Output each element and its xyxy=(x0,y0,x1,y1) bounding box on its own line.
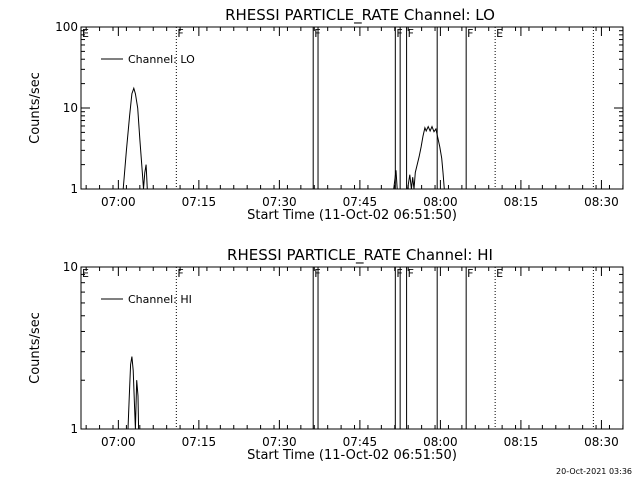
panel-2-legend-label: Channel: HI xyxy=(128,293,192,306)
panel-1-flag-label: F xyxy=(396,27,402,40)
panel-2-flag-label: F xyxy=(314,267,320,280)
panel-2-y-tick-label: 1 xyxy=(70,422,78,436)
panel-2-x-tick-label: 07:30 xyxy=(262,435,297,449)
panel-1-flag-label: E xyxy=(82,27,89,40)
panel-1-x-tick-label: 08:30 xyxy=(584,195,619,209)
panel-1-flag-label: F xyxy=(408,27,414,40)
panel-1-y-axis-label: Counts/sec xyxy=(28,72,43,144)
panel-2-x-tick-label: 08:15 xyxy=(504,435,539,449)
panel-1-y-tick-label: 10 xyxy=(63,101,78,115)
panel-2-flag-label: E xyxy=(82,267,89,280)
panel-2-x-tick-label: 08:30 xyxy=(584,435,619,449)
panel-1-plot-frame xyxy=(80,26,624,190)
panel-2-flag-label: F xyxy=(177,267,183,280)
panel-1-x-axis-label: Start Time (11-Oct-02 06:51:50) xyxy=(247,208,457,223)
panel-2-x-tick-label: 08:00 xyxy=(423,435,458,449)
panel-2-x-axis-label: Start Time (11-Oct-02 06:51:50) xyxy=(247,448,457,463)
panel-2-series-line xyxy=(127,356,140,430)
panel-1-x-tick-label: 07:00 xyxy=(101,195,136,209)
panel-1-flag-label: F xyxy=(177,27,183,40)
footer-timestamp: 20-Oct-2021 03:36 xyxy=(556,467,632,476)
panel-2-x-tick-label: 07:00 xyxy=(101,435,136,449)
panel-2-flag-label: E xyxy=(496,267,503,280)
panel-1-legend-label: Channel: LO xyxy=(128,53,195,66)
panel-2-flag-label: F xyxy=(408,267,414,280)
panel-2-x-tick-label: 07:15 xyxy=(182,435,217,449)
panel-1-flag-label: F xyxy=(314,27,320,40)
panel-2-plot-frame xyxy=(80,266,624,430)
panel-2-y-axis-label: Counts/sec xyxy=(28,312,43,384)
panel-1-x-tick-label: 08:00 xyxy=(423,195,458,209)
panel-2-x-tick-label: 07:45 xyxy=(343,435,378,449)
panel-1-y-tick-label: 1 xyxy=(70,182,78,196)
panel-1-x-tick-label: 07:45 xyxy=(343,195,378,209)
panel-2-flag-label: F xyxy=(467,267,473,280)
panel-1-x-tick-label: 07:15 xyxy=(182,195,217,209)
panel-1-x-tick-label: 08:15 xyxy=(504,195,539,209)
panel-1-x-tick-label: 07:30 xyxy=(262,195,297,209)
panel-1-title: RHESSI PARTICLE_RATE Channel: LO xyxy=(225,6,495,25)
panel-1-flag-label: E xyxy=(496,27,503,40)
panel-2-y-tick-label: 10 xyxy=(63,260,78,274)
panel-2-flag-label: F xyxy=(396,267,402,280)
panel-1-y-tick-label: 100 xyxy=(55,20,78,34)
panel-1-flag-label: F xyxy=(467,27,473,40)
panel-1-series-line xyxy=(122,86,445,190)
panel-2-title: RHESSI PARTICLE_RATE Channel: HI xyxy=(227,246,493,265)
